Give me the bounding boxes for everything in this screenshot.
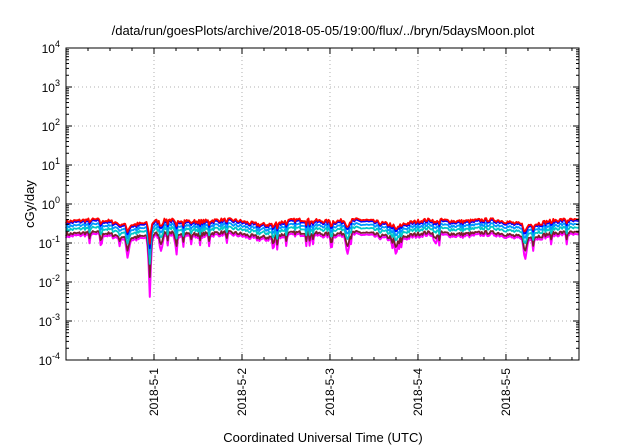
grid [66, 48, 579, 360]
series-line-4 [65, 225, 580, 265]
x-tick-label: 2018-5-5 [499, 368, 513, 416]
x-tick-label: 2018-5-3 [323, 368, 337, 416]
x-tick-label: 2018-5-4 [411, 368, 425, 416]
y-tick-label: 102 [42, 117, 60, 134]
y-axis-label: cGy/day [22, 180, 37, 228]
x-axis-label: Coordinated Universal Time (UTC) [223, 430, 422, 445]
y-axis: 104 103 102 101 100 10-1 10-2 10-3 10-4 [39, 39, 579, 368]
y-tick-label: 10-2 [39, 273, 60, 290]
y-tick-label: 10-4 [39, 351, 60, 368]
series-group [65, 217, 580, 298]
x-tick-label: 2018-5-1 [147, 368, 161, 416]
series-line-1 [65, 217, 580, 245]
y-tick-label: 10-1 [39, 234, 60, 251]
y-tick-label: 103 [42, 78, 60, 95]
x-tick-label: 2018-5-2 [235, 368, 249, 416]
y-tick-label: 101 [42, 156, 60, 173]
y-tick-label: 10-3 [39, 312, 60, 329]
y-tick-label: 104 [42, 39, 60, 56]
chart-title: /data/run/goesPlots/archive/2018-05-05/1… [112, 23, 535, 38]
y-tick-label: 100 [42, 195, 60, 212]
x-axis: 2018-5-1 2018-5-2 2018-5-3 2018-5-4 2018-5-5 [87, 48, 573, 416]
